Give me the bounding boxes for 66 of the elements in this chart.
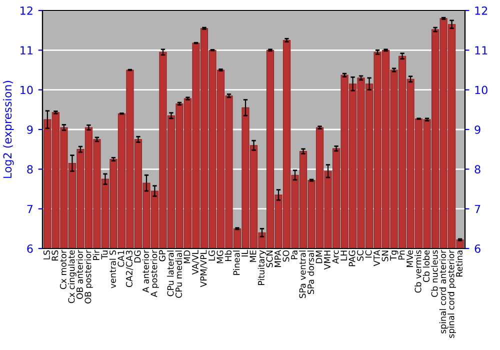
y-axis-title: Log2 (expression)	[3, 80, 14, 178]
x-tick-label: Cx motor	[60, 250, 66, 290]
x-tick-label: SC	[357, 250, 364, 261]
y2-tick-label: 10	[475, 86, 488, 94]
x-tick-label: CPu lateral	[167, 250, 174, 296]
x-tick-label: Cx cingulate	[68, 250, 76, 304]
x-tick-label: Hb	[224, 250, 232, 261]
x-tick-label: A posterior	[150, 250, 159, 298]
x-tick-label: MD	[184, 250, 190, 264]
x-tick-label: MG	[216, 250, 224, 264]
x-tick-label: CPu medial	[175, 250, 182, 298]
x-tick-label: Arc	[332, 250, 339, 264]
x-tick-label: Tg	[390, 250, 398, 261]
x-tick-label: LG	[208, 250, 215, 261]
y2-tick-label: 11	[475, 46, 488, 54]
x-tick-label: DG	[134, 250, 141, 262]
y2-tick-label: 6	[474, 244, 480, 253]
x-tick-label: Pn	[398, 250, 405, 260]
y2-tick-label: 7	[474, 204, 480, 214]
x-tick-label: VMH	[324, 250, 330, 270]
x-tick-label: MPA	[274, 250, 281, 268]
x-tick-label: A anterior	[142, 250, 149, 293]
x-tick-label: VPM/VPL	[200, 250, 208, 288]
x-tick-label: ME	[250, 250, 256, 262]
x-tick-label: SCN	[266, 250, 273, 268]
x-tick-label: SO	[282, 250, 290, 262]
x-tick-label: VA/VL	[192, 250, 200, 275]
x-tick-label: OB posterior	[84, 250, 93, 304]
y-tick-label: 6	[27, 244, 33, 253]
x-tick-label: DM	[316, 250, 322, 264]
x-tick-label: CA1	[118, 250, 124, 267]
x-tick-label: Cb lobe	[422, 250, 430, 282]
x-tick-label: IC	[365, 250, 372, 258]
x-tick-label: Pituitary	[258, 250, 266, 285]
x-tick-label: LS	[43, 250, 50, 260]
x-tick-label: Cb vermis	[414, 250, 422, 293]
x-tick-label: spinal cord posterior	[448, 250, 456, 338]
x-tick-label: Cb nucleus	[431, 250, 438, 297]
y2-tick-label: 12	[475, 6, 488, 15]
x-tick-label: Pineal	[233, 250, 240, 275]
x-tick-label: CA2/CA3	[126, 250, 134, 288]
y-tick-label: 7	[27, 204, 33, 214]
y-tick-label: 12	[20, 6, 32, 15]
x-tick-label: SPa dorsal	[307, 250, 314, 294]
x-tick-label: PAG	[348, 250, 356, 266]
x-tick-label: IL	[242, 250, 248, 256]
x-tick-label: Retina	[456, 250, 463, 276]
x-tick-label: Pir	[92, 250, 100, 260]
x-tick-label: ventral S	[109, 250, 116, 288]
x-tick-label: GP	[158, 250, 166, 262]
x-tick-label: LH	[340, 250, 347, 260]
x-tick-label: Tu	[101, 250, 108, 260]
y2-tick-label: 8	[474, 165, 480, 174]
y-tick-label: 10	[20, 86, 33, 94]
x-tick-label: RS	[52, 250, 58, 260]
x-tick-label: OB anterior	[76, 250, 83, 299]
y-tick-label: 8	[27, 165, 33, 174]
y-tick-label: 9	[27, 125, 33, 134]
x-tick-label: spinal cord anterior	[439, 250, 448, 334]
x-tick-label: VTA	[374, 250, 380, 266]
x-tick-label: MVe	[406, 250, 414, 267]
x-tick-label: SPa ventral	[299, 250, 306, 298]
x-tick-label: SN	[382, 250, 388, 262]
y-tick-label: 11	[20, 46, 32, 54]
y2-tick-label: 9	[474, 125, 480, 134]
x-tick-label: Pa	[291, 250, 298, 260]
